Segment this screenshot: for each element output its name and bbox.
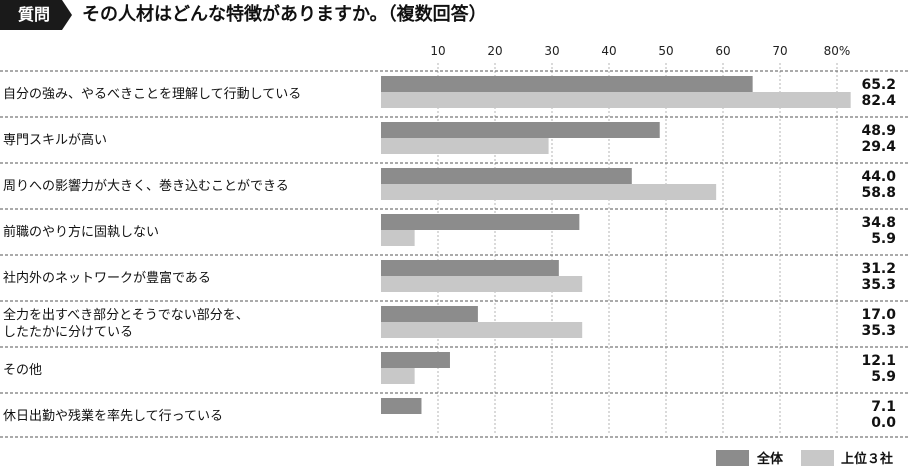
question-badge-label: 質問 [17,5,50,24]
bar-overall [381,214,580,230]
bar-overall [381,122,660,138]
question-badge [0,0,72,30]
legend-label-top3: 上位３社 [841,451,893,467]
bar-overall [381,260,559,276]
tick-label: 40 [601,44,616,58]
legend-label-overall: 全体 [756,451,784,467]
tick-label: 50 [658,44,673,58]
tick-label: 20 [487,44,502,58]
bar-overall [381,76,753,92]
bar-overall [381,352,450,368]
value-label-top3: 5.9 [871,231,896,247]
bar-top3 [381,92,851,108]
value-label-top3: 82.4 [861,93,896,109]
category-label: したたかに分けている [3,325,133,340]
value-label-top3: 0.0 [871,415,896,431]
value-label-top3: 5.9 [871,369,896,385]
category-label: その他 [3,363,42,378]
tick-label: 70 [772,44,787,58]
value-label-overall: 7.1 [871,399,896,415]
bar-top3 [381,184,717,200]
value-label-top3: 58.8 [861,185,896,201]
value-label-overall: 17.0 [861,307,896,323]
value-label-overall: 65.2 [861,77,896,93]
value-label-overall: 31.2 [861,261,896,277]
bar-top3 [381,368,415,384]
bar-overall [381,306,478,322]
title-bar: 質問 その人材はどんな特徴がありますか。（複数回答） [0,0,908,34]
value-label-overall: 44.0 [861,169,896,185]
legend-swatch-overall [716,450,749,466]
legend-swatch-top3 [801,450,834,466]
category-label: 社内外のネットワークが豊富である [3,270,211,286]
question-text: その人材はどんな特徴がありますか。（複数回答） [82,4,487,25]
tick-label: 10 [430,44,445,58]
bar-top3 [381,230,415,246]
bar-top3 [381,138,549,154]
bar-overall [381,168,632,184]
bar-top3 [381,322,583,338]
value-label-overall: 34.8 [861,215,896,231]
bar-top3 [381,276,583,292]
tick-label: 30 [544,44,559,58]
category-label: 周りへの影響力が大きく、巻き込むことができる [3,178,289,194]
category-label: 自分の強み、やるべきことを理解して行動している [3,87,301,102]
value-label-top3: 35.3 [861,277,896,293]
tick-label: 60 [715,44,730,58]
value-label-top3: 35.3 [861,323,896,339]
value-label-top3: 29.4 [861,139,896,155]
question-badge-shape [0,0,72,30]
category-label: 全力を出すべき部分とそうでない部分を、 [3,307,249,323]
category-label: 前職のやり方に固執しない [3,224,159,240]
tick-label: 80% [824,44,851,58]
value-label-overall: 12.1 [861,353,896,369]
category-label: 休日出勤や残業を率先して行っている [3,408,223,424]
value-label-overall: 48.9 [861,123,896,139]
bar-overall [381,398,422,414]
category-label: 専門スキルが高い [3,132,107,148]
